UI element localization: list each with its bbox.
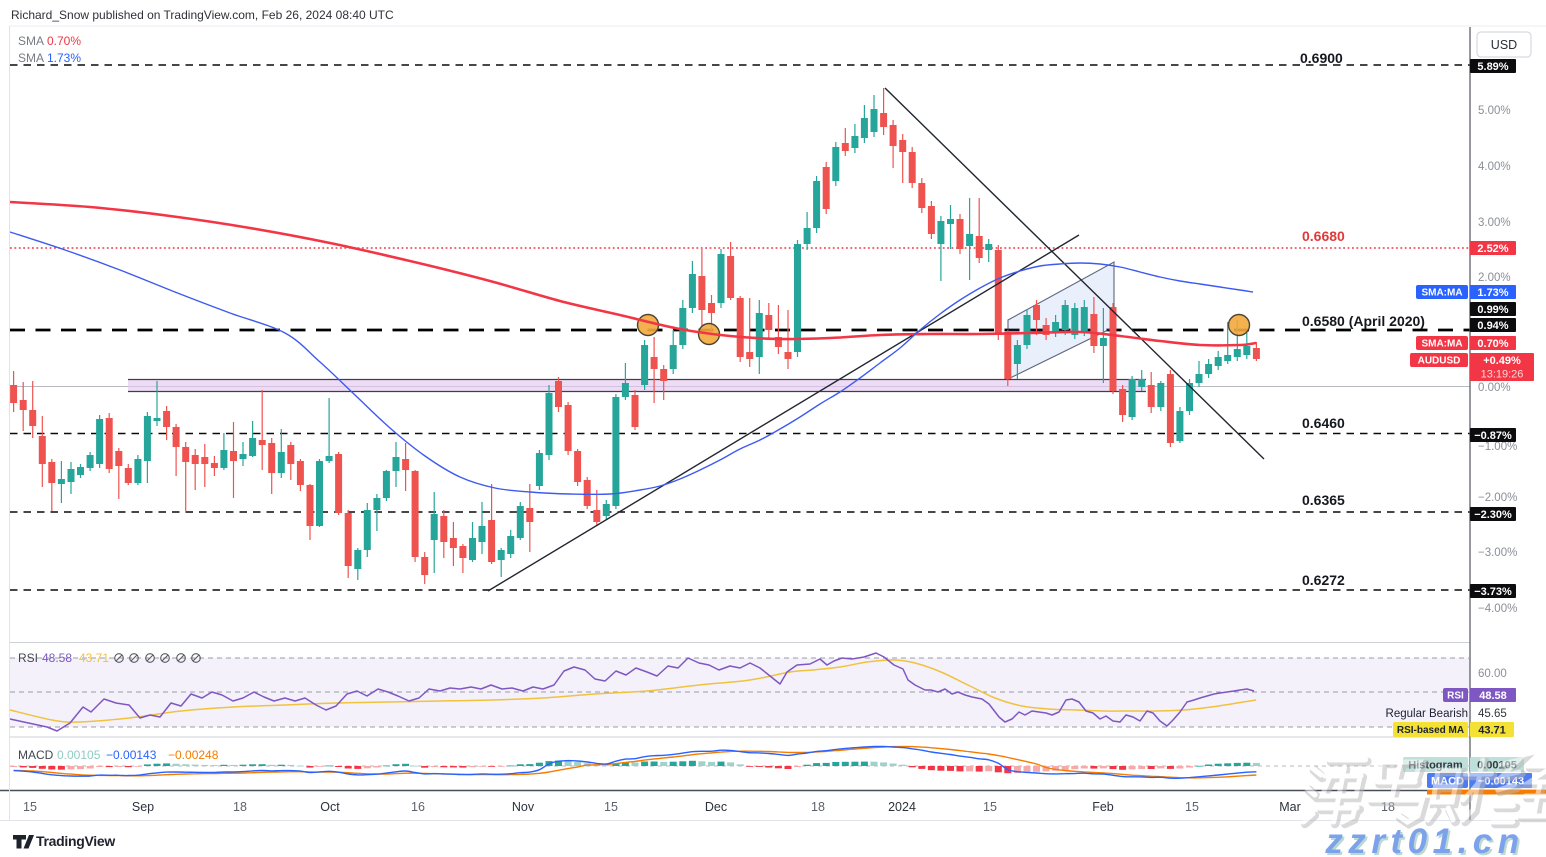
- svg-text:−4.00%: −4.00%: [1478, 603, 1517, 615]
- svg-text:zzrt01.cn: zzrt01.cn: [1326, 824, 1526, 857]
- svg-text:15: 15: [604, 800, 618, 814]
- svg-text:0.70%: 0.70%: [1477, 338, 1508, 350]
- svg-text:0.6365: 0.6365: [1302, 492, 1345, 508]
- svg-text:−0.00248: −0.00248: [168, 748, 219, 762]
- svg-text:−2.00%: −2.00%: [1478, 492, 1517, 504]
- svg-text:0.00%: 0.00%: [1478, 382, 1511, 394]
- svg-text:0.00105: 0.00105: [57, 748, 101, 762]
- svg-text:Feb: Feb: [1092, 800, 1114, 814]
- svg-text:18: 18: [811, 800, 825, 814]
- svg-text:Richard_Snow published on Trad: Richard_Snow published on TradingView.co…: [11, 8, 394, 22]
- svg-text:SMA: SMA: [18, 34, 44, 48]
- svg-text:SMA: SMA: [18, 51, 44, 65]
- svg-text:−3.00%: −3.00%: [1478, 547, 1517, 559]
- svg-text:0.6460: 0.6460: [1302, 415, 1345, 431]
- svg-text:SMA:MA: SMA:MA: [1421, 288, 1462, 299]
- svg-text:−2.30%: −2.30%: [1474, 509, 1512, 521]
- svg-text:0.6900: 0.6900: [1300, 50, 1343, 66]
- svg-text:0.6680: 0.6680: [1302, 228, 1345, 244]
- svg-text:SMA:MA: SMA:MA: [1421, 339, 1462, 350]
- svg-text:−0.87%: −0.87%: [1474, 430, 1512, 442]
- svg-text:MACD: MACD: [18, 748, 54, 762]
- svg-text:16: 16: [411, 800, 425, 814]
- svg-text:TradingView: TradingView: [36, 833, 115, 849]
- svg-text:15: 15: [23, 800, 37, 814]
- svg-text:−3.73%: −3.73%: [1474, 586, 1512, 598]
- svg-text:RSI: RSI: [18, 651, 38, 665]
- svg-text:43.71: 43.71: [79, 651, 109, 665]
- svg-text:0.6272: 0.6272: [1302, 572, 1345, 588]
- svg-text:AUDUSD: AUDUSD: [1418, 356, 1461, 367]
- svg-text:−1.00%: −1.00%: [1478, 441, 1517, 453]
- svg-text:Oct: Oct: [320, 800, 340, 814]
- svg-text:USD: USD: [1491, 38, 1517, 52]
- svg-text:0.94%: 0.94%: [1477, 320, 1508, 332]
- svg-text:1.73%: 1.73%: [47, 51, 81, 65]
- svg-text:zzrt01.cn: zzrt01.cn: [1324, 822, 1524, 857]
- svg-text:48.58: 48.58: [42, 651, 72, 665]
- svg-text:5.00%: 5.00%: [1478, 105, 1511, 117]
- svg-text:RSI: RSI: [1447, 691, 1464, 702]
- svg-text:+0.49%: +0.49%: [1483, 355, 1521, 367]
- svg-text:Sep: Sep: [132, 800, 154, 814]
- svg-text:2024: 2024: [888, 800, 916, 814]
- svg-text:43.71: 43.71: [1478, 724, 1506, 736]
- svg-text:48.58: 48.58: [1479, 690, 1507, 702]
- svg-text:13:19:26: 13:19:26: [1481, 369, 1524, 381]
- svg-text:18: 18: [233, 800, 247, 814]
- svg-text:0.70%: 0.70%: [47, 34, 81, 48]
- svg-text:3.00%: 3.00%: [1478, 217, 1511, 229]
- svg-text:−0.00143: −0.00143: [106, 748, 157, 762]
- svg-text:0.6580 (April 2020): 0.6580 (April 2020): [1302, 313, 1425, 329]
- svg-text:15: 15: [1185, 800, 1199, 814]
- svg-text:60.00: 60.00: [1478, 668, 1507, 680]
- svg-text:45.65: 45.65: [1478, 708, 1507, 720]
- svg-text:Dec: Dec: [705, 800, 727, 814]
- svg-text:2.00%: 2.00%: [1478, 272, 1511, 284]
- svg-text:0.99%: 0.99%: [1477, 304, 1508, 316]
- svg-text:4.00%: 4.00%: [1478, 161, 1511, 173]
- svg-text:Nov: Nov: [512, 800, 535, 814]
- svg-text:Mar: Mar: [1279, 800, 1301, 814]
- svg-text:1.73%: 1.73%: [1477, 287, 1508, 299]
- svg-text:5.89%: 5.89%: [1477, 61, 1508, 73]
- svg-text:RSI-based MA: RSI-based MA: [1397, 725, 1464, 736]
- svg-text:15: 15: [983, 800, 997, 814]
- svg-text:2.52%: 2.52%: [1477, 243, 1508, 255]
- svg-text:Regular Bearish: Regular Bearish: [1386, 708, 1468, 720]
